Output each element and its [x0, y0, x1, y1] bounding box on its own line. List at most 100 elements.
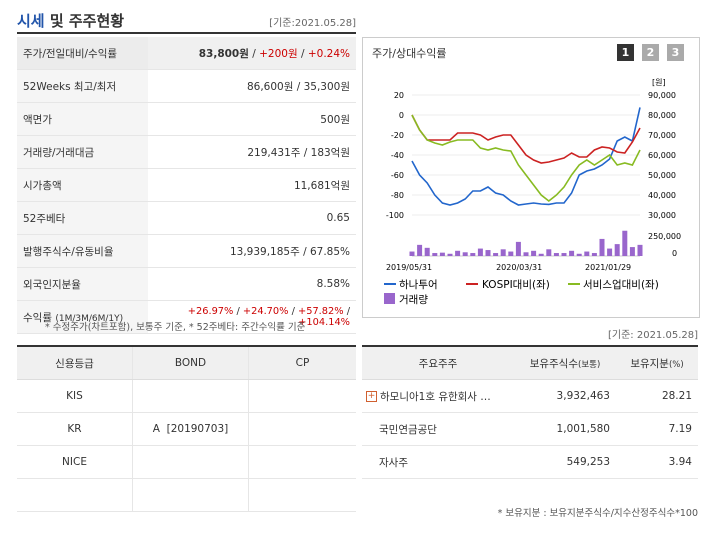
table-row: NICE: [17, 445, 356, 479]
x-tick-label: 2019/05/31: [386, 263, 432, 272]
pct-cell: 28.21: [616, 379, 698, 413]
row-value: 0.65: [148, 201, 356, 235]
series-lines: [411, 107, 641, 206]
volume-bar: [607, 248, 613, 256]
series-line: [411, 114, 641, 164]
volume-bar: [470, 253, 476, 256]
right-tick-label: 80,000: [648, 111, 676, 120]
chart-tab-1[interactable]: 1: [617, 44, 634, 61]
right-tick-label: 40,000: [648, 191, 676, 200]
cell: [248, 379, 356, 413]
volume-bar: [538, 253, 544, 256]
volume-bar: [569, 250, 575, 256]
table-row: KR A [20190703]: [17, 412, 356, 446]
row-value: 8.58%: [148, 267, 356, 301]
volume-bar: [409, 251, 415, 256]
x-tick-label: 2020/03/31: [496, 263, 542, 272]
series-line: [411, 114, 641, 203]
cell: [132, 379, 249, 413]
row-label: 52Weeks 최고/최저: [17, 69, 148, 103]
quote-table: 주가/전일대비/수익률 83,800원 / +200원 / +0.24% 52W…: [17, 37, 356, 334]
col-header: 신용등급: [17, 345, 133, 380]
axis-ticks: 20 0 -20 -40 -60 -80 -100 90,000 80,000 70,000 60,…: [386, 91, 681, 258]
right-tick-label: 90,000: [648, 91, 676, 100]
right-tick-label: 60,000: [648, 151, 676, 160]
legend-volume: 거래량: [399, 294, 428, 306]
volume-bar: [493, 253, 499, 256]
price-chart: [원] 20 0 -20 -40 -60 -80 -100 90,000 80,000 70,00…: [384, 78, 681, 306]
chart-tab-2[interactable]: 2: [642, 44, 659, 61]
left-tick-label: -20: [391, 131, 404, 140]
chart-tab-3[interactable]: 3: [667, 44, 684, 61]
quote-note: * 수정주가(차트포함), 보통주 기준, * 52주베타: 주간수익률 기준: [45, 322, 306, 333]
cell: [248, 478, 356, 512]
col-header: CP: [248, 345, 356, 380]
legend-volume-swatch: [384, 293, 395, 304]
table-row: KIS: [17, 379, 356, 413]
x-axis-labels: 2019/05/31 2020/03/31 2021/01/29: [386, 263, 631, 272]
volume-bar: [515, 241, 521, 256]
volume-bar: [629, 247, 635, 256]
shares-cell: 549,253: [514, 445, 616, 479]
row-label: 수익률 (1M/3M/6M/1Y): [17, 300, 148, 334]
row-label: 시가총액: [17, 168, 148, 202]
table-row: 자사주 549,253 3.94: [362, 445, 698, 479]
volume-bar: [561, 253, 567, 256]
row-value: 13,939,185주 / 67.85%: [148, 234, 356, 268]
holder-table: 주요주주 보유주식수(보통) 보유지분(%) + 하모니아1호 유한회사 … 3,…: [362, 345, 698, 479]
col-header: 보유지분(%): [616, 345, 698, 380]
volume-bar: [553, 253, 559, 256]
col-header: 주요주주: [362, 345, 514, 380]
right-tick-label: 50,000: [648, 171, 676, 180]
row-value: 219,431주 / 183억원: [148, 135, 356, 169]
shares-cell: 3,932,463: [514, 379, 616, 413]
volume-bars: [409, 230, 643, 256]
volume-bar: [508, 251, 514, 256]
volume-tick-label: 0: [672, 249, 677, 258]
volume-bar: [576, 253, 582, 256]
row-value: 83,800원 / +200원 / +0.24%: [148, 37, 356, 70]
chart-panel: [362, 37, 700, 318]
row-value: 500원: [148, 102, 356, 136]
table-row: 수익률 (1M/3M/6M/1Y) +26.97% / +24.70% / +5…: [17, 300, 356, 334]
row-value: 86,600원 / 35,300원: [148, 69, 356, 103]
volume-bar: [424, 247, 430, 256]
left-tick-label: -100: [386, 211, 404, 220]
x-tick-label: 2021/01/29: [585, 263, 631, 272]
right-unit-label: [원]: [652, 78, 666, 87]
volume-bar: [455, 250, 461, 256]
col-header: 보유주식수(보통): [514, 345, 616, 380]
expand-plus-icon[interactable]: +: [366, 391, 377, 402]
volume-bar: [500, 249, 506, 256]
table-row: [17, 478, 356, 512]
legend-hana: 하나투어: [399, 278, 438, 291]
holder-name-cell: 자사주: [362, 445, 514, 479]
table-row: 발행주식수/유동비율 13,939,185주 / 67.85%: [17, 234, 356, 268]
table-row: 주가/전일대비/수익률 83,800원 / +200원 / +0.24%: [17, 37, 356, 70]
table-header-row: 주요주주 보유주식수(보통) 보유지분(%): [362, 345, 698, 380]
right-tick-label: 70,000: [648, 131, 676, 140]
pct-cell: 3.94: [616, 445, 698, 479]
row-label: 52주베타: [17, 201, 148, 235]
volume-bar: [417, 244, 423, 256]
volume-bar: [477, 248, 483, 256]
row-label: 발행주식수/유동비율: [17, 234, 148, 268]
cell: NICE: [17, 445, 133, 479]
cell: [132, 445, 249, 479]
volume-bar: [637, 244, 643, 256]
cell: KR: [17, 412, 133, 446]
cell: [248, 445, 356, 479]
volume-bar: [485, 250, 491, 256]
cell: KIS: [17, 379, 133, 413]
volume-bar: [591, 253, 597, 256]
holder-base-date: [기준: 2021.05.28]: [608, 330, 699, 341]
legend-service: 서비스업대비(좌): [583, 278, 659, 291]
cell: [248, 412, 356, 446]
volume-bar: [447, 253, 453, 256]
volume-bar: [531, 250, 537, 256]
table-row: 국민연금공단 1,001,580 7.19: [362, 412, 698, 446]
left-tick-label: 0: [399, 111, 404, 120]
holder-name-cell[interactable]: + 하모니아1호 유한회사 …: [362, 379, 514, 413]
volume-bar: [614, 244, 620, 256]
volume-bar: [584, 251, 590, 256]
